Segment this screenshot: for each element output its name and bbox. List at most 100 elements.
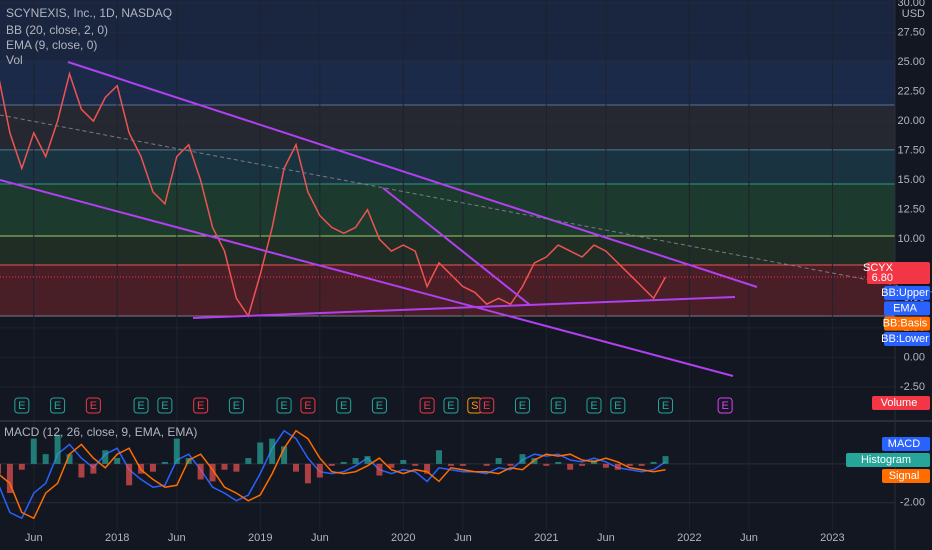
event-label: E	[447, 400, 454, 412]
histogram-bar	[0, 463, 1, 474]
zone	[0, 60, 895, 105]
histogram-bar	[602, 463, 609, 468]
badge	[846, 453, 930, 467]
trendline	[192, 296, 736, 319]
histogram-bar	[245, 458, 252, 464]
histogram-bar	[555, 461, 562, 464]
x-tick-label: Jun	[454, 532, 472, 544]
event-label: E	[161, 400, 168, 412]
histogram-bar	[30, 438, 37, 464]
event-label: E	[340, 400, 347, 412]
histogram-bar	[340, 461, 347, 464]
histogram-bar	[352, 458, 359, 464]
currency: USD	[902, 8, 925, 20]
event-marker	[550, 397, 566, 414]
badge-label: MACD	[888, 438, 920, 450]
event-marker	[586, 397, 602, 414]
y-tick-label: 25.00	[897, 56, 925, 68]
histogram-bar	[495, 458, 502, 464]
histogram-bar	[328, 463, 335, 466]
x-tick-label: Jun	[168, 532, 186, 544]
y-tick-label: 22.50	[897, 85, 925, 97]
event-marker	[193, 397, 209, 414]
histogram-bar	[662, 456, 669, 464]
histogram-bar	[257, 442, 264, 464]
histogram-bar	[447, 463, 454, 466]
x-tick-label: Jun	[597, 532, 615, 544]
event-marker	[479, 397, 495, 414]
x-tick-label: 2018	[105, 532, 129, 544]
trendline	[0, 179, 734, 377]
plot	[0, 71, 733, 520]
y-tick-label: 20.00	[897, 115, 925, 127]
histogram-bar	[126, 463, 133, 486]
event-label: E	[18, 400, 25, 412]
macd-line	[0, 429, 666, 520]
event-marker	[157, 397, 173, 414]
histogram-bar	[90, 463, 97, 474]
x-tick-label: 2022	[677, 532, 701, 544]
event-marker	[133, 397, 149, 414]
y-tick-label: 30.00	[897, 0, 925, 9]
histogram-bar	[221, 463, 228, 470]
histogram-bar	[376, 463, 383, 476]
badge-label: EMA	[893, 302, 918, 314]
badge	[882, 437, 930, 451]
trendline	[67, 61, 758, 288]
event-marker	[514, 397, 530, 414]
histogram-bar	[173, 438, 180, 464]
badge	[884, 286, 930, 301]
badge-label: BB:Lower	[881, 333, 929, 345]
event-marker	[371, 397, 387, 414]
event-marker	[443, 397, 459, 414]
event-marker	[610, 397, 626, 414]
y-tick-label: -2.00	[900, 497, 925, 509]
x-tick-label: 2020	[391, 532, 415, 544]
event-label: S	[471, 400, 478, 412]
x-tick-label: Jun	[740, 532, 758, 544]
event-marker	[228, 397, 244, 414]
histogram-bar	[42, 454, 49, 464]
event-label: E	[614, 400, 621, 412]
event-label: E	[280, 400, 287, 412]
event-label: E	[90, 400, 97, 412]
price-line	[0, 71, 667, 318]
badge	[884, 301, 930, 316]
macd-title: MACD (12, 26, close, 9, EMA, EMA)	[4, 425, 197, 439]
event-label: E	[519, 400, 526, 412]
event-label: E	[721, 400, 728, 412]
y-tick-label: -2.50	[900, 381, 925, 393]
badge	[867, 262, 930, 285]
histogram-bar	[531, 458, 538, 464]
zone	[0, 0, 895, 60]
histogram-bar	[638, 463, 645, 466]
event-label: E	[54, 400, 61, 412]
histogram-bar	[78, 463, 85, 478]
badge	[872, 396, 930, 410]
event-marker	[50, 397, 66, 414]
y-tick-label: 10.00	[897, 233, 925, 245]
histogram-bar	[293, 463, 299, 472]
y-tick-label: 0.00	[904, 351, 925, 363]
histogram-bar	[543, 463, 550, 466]
event-marker	[419, 397, 435, 414]
y-tick-label: 15.00	[897, 174, 925, 186]
event-marker	[658, 397, 674, 414]
trendlines	[0, 61, 932, 377]
event-marker	[85, 397, 101, 414]
x-tick-label: Jun	[25, 532, 43, 544]
histogram-bar	[161, 461, 168, 464]
event-marker	[336, 397, 352, 414]
histogram-bar	[614, 463, 621, 470]
x-tick-label: 2023	[820, 532, 844, 544]
histogram-bar	[567, 463, 574, 470]
event-marker	[14, 397, 30, 414]
histogram-bar	[519, 454, 526, 464]
histogram-bar	[424, 463, 431, 474]
histogram-bar	[209, 463, 216, 482]
histogram-bar	[483, 463, 490, 466]
badge-label: BB:Basis	[883, 318, 928, 330]
trendline	[382, 187, 531, 306]
event-label: E	[197, 400, 204, 412]
